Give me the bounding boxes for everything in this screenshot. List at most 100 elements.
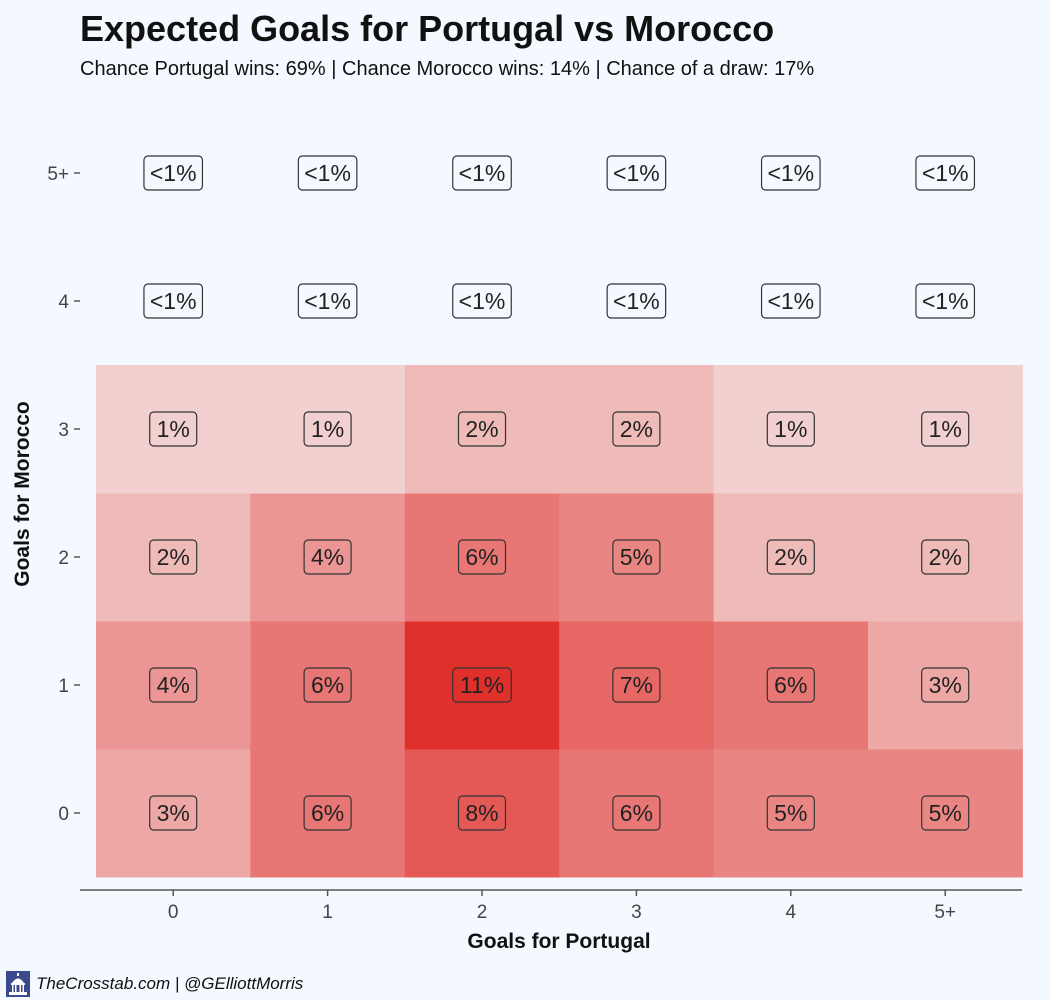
heatmap-cell xyxy=(96,621,251,750)
cell-label-box xyxy=(612,667,661,703)
cell-label-box xyxy=(766,539,815,575)
cell-label: 1% xyxy=(921,411,970,447)
cell-label: <1% xyxy=(297,155,358,191)
heatmap-cell xyxy=(713,749,869,878)
cell-label-box xyxy=(760,155,821,191)
cell-label: <1% xyxy=(452,283,512,319)
cell-label-text: 2% xyxy=(929,544,962,570)
heatmap-cell xyxy=(868,621,1023,750)
heatmap-cell xyxy=(713,621,869,750)
cell-label-text: 6% xyxy=(774,672,807,698)
heatmap-cell xyxy=(868,493,1023,622)
cell-label-box xyxy=(766,667,815,703)
cell-label-text: <1% xyxy=(767,288,814,314)
cell-label-text: 5% xyxy=(774,800,807,826)
cell-label-text: <1% xyxy=(613,288,660,314)
cell-label: 2% xyxy=(612,411,661,447)
cell-label-box xyxy=(452,283,512,319)
cell-label-box xyxy=(303,795,352,831)
cell-label-box xyxy=(457,539,507,575)
heatmap-cell xyxy=(559,749,715,878)
cell-label-text: 3% xyxy=(929,672,962,698)
cell-label-text: 1% xyxy=(157,416,190,442)
cell-label: 6% xyxy=(766,667,815,703)
cell-label-text: 2% xyxy=(620,416,653,442)
cell-label-text: 8% xyxy=(465,800,498,826)
cell-label-text: 1% xyxy=(774,416,807,442)
cell-label-box xyxy=(143,283,204,319)
x-tick-label: 5+ xyxy=(934,902,956,923)
heatmap-cell xyxy=(868,749,1023,878)
cell-label-text: 6% xyxy=(620,800,653,826)
cell-label-box xyxy=(303,539,352,575)
cell-label-box xyxy=(612,539,661,575)
cell-label-text: 2% xyxy=(157,544,190,570)
y-tick-label: 5+ xyxy=(47,164,69,185)
cell-label: 2% xyxy=(766,539,815,575)
cell-label-box xyxy=(452,667,512,703)
heatmap-cell xyxy=(250,621,406,750)
cell-label-text: <1% xyxy=(922,288,969,314)
cell-label: 2% xyxy=(457,411,507,447)
cell-label: <1% xyxy=(143,283,204,319)
heatmap-cell xyxy=(250,749,406,878)
cell-label: <1% xyxy=(606,155,667,191)
heatmap-cell xyxy=(404,493,560,622)
cell-label-box xyxy=(606,283,667,319)
x-tick-label: 1 xyxy=(322,902,333,923)
cell-label-box xyxy=(297,283,358,319)
cell-label: <1% xyxy=(606,283,667,319)
cell-label-box xyxy=(760,283,821,319)
heatmap-cell xyxy=(559,621,715,750)
cell-label-box xyxy=(303,411,352,447)
cell-label-text: <1% xyxy=(459,288,506,314)
chart-subtitle: Chance Portugal wins: 69% | Chance Moroc… xyxy=(80,58,815,80)
y-tick-label: 1 xyxy=(58,676,69,697)
cell-label-text: <1% xyxy=(304,160,351,186)
x-tick-label: 0 xyxy=(168,902,179,923)
cell-label: 8% xyxy=(457,795,507,831)
y-axis-ticks: 0 1 2 3 4 5+ xyxy=(47,164,80,825)
cell-label-text: 11% xyxy=(460,672,504,698)
cell-label-box xyxy=(915,155,976,191)
cell-label-box xyxy=(766,795,815,831)
heatmap-cell xyxy=(250,365,406,494)
heatmap-chart: 3% 6% 8% 6% 5% 5%4% 6% 11% 7% 6% 3%2% 4% 6% 5% 2% 2%1% 1… xyxy=(11,155,1023,953)
heatmap-cell xyxy=(96,493,251,622)
cell-label-text: 2% xyxy=(774,544,807,570)
cell-label-box xyxy=(921,667,970,703)
capitol-building-icon xyxy=(6,971,30,997)
heatmap-cell xyxy=(404,749,560,878)
cell-label-box xyxy=(143,155,204,191)
x-axis-ticks: 0 1 2 3 4 5+ xyxy=(168,890,956,923)
cell-label-box xyxy=(766,411,815,447)
heatmap-cell xyxy=(713,493,869,622)
cell-label: 2% xyxy=(921,539,970,575)
cell-label: 6% xyxy=(303,667,352,703)
cell-label: <1% xyxy=(297,283,358,319)
heatmap-cell xyxy=(96,749,251,878)
y-axis-title: Goals for Morocco xyxy=(11,401,34,587)
y-tick-label: 0 xyxy=(58,804,69,825)
cell-label: 11% xyxy=(452,667,512,703)
heatmap-cell xyxy=(559,493,715,622)
cell-label: <1% xyxy=(143,155,204,191)
cell-label-box xyxy=(149,539,198,575)
cell-label-box xyxy=(612,795,661,831)
cell-label-box xyxy=(921,539,970,575)
heatmap-cell xyxy=(868,365,1023,494)
cell-label-box xyxy=(457,411,507,447)
y-tick-label: 3 xyxy=(58,420,69,441)
cell-label-box xyxy=(457,795,507,831)
x-axis-title: Goals for Portugal xyxy=(467,930,650,953)
cell-label: 5% xyxy=(766,795,815,831)
cell-label-text: 4% xyxy=(157,672,190,698)
cell-label-text: <1% xyxy=(613,160,660,186)
cell-label-box xyxy=(149,795,198,831)
cell-label: <1% xyxy=(452,155,512,191)
cell-label: <1% xyxy=(915,155,976,191)
cell-label-text: <1% xyxy=(150,288,197,314)
heatmap-cell xyxy=(250,493,406,622)
cell-label-text: 2% xyxy=(465,416,498,442)
cell-label-text: 5% xyxy=(929,800,962,826)
